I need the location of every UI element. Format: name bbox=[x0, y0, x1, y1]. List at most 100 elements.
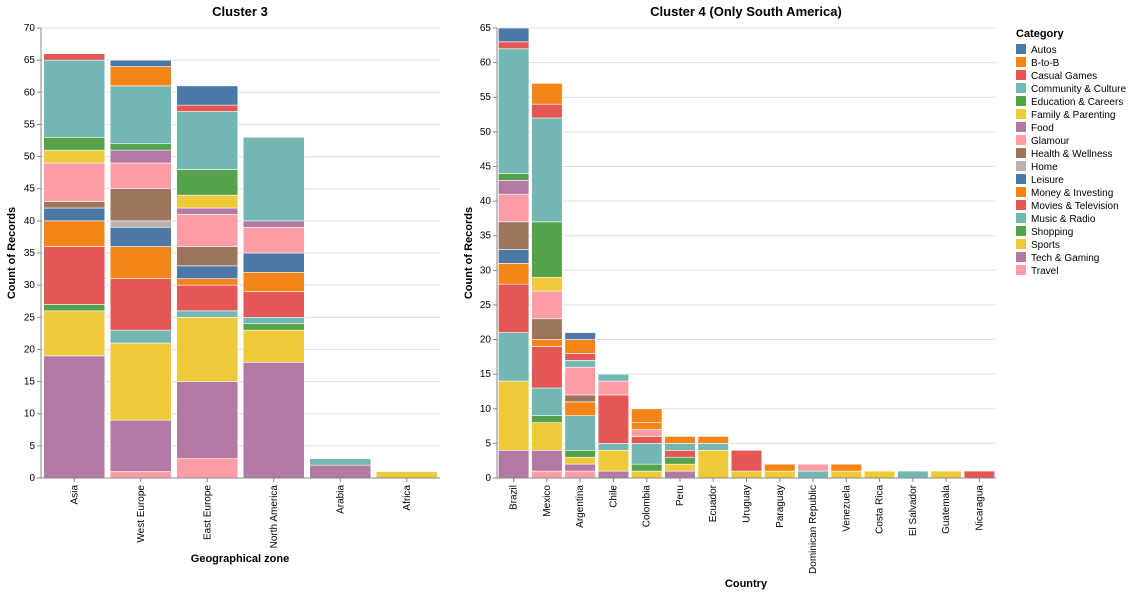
legend-item[interactable]: Food bbox=[1016, 122, 1054, 134]
bar-segment[interactable]: East Europe / Autos: 3 bbox=[176, 85, 239, 106]
bar-segment[interactable]: Mexico / B-to-B: 3 bbox=[531, 83, 563, 105]
bar-segment[interactable]: North America / Music & Radio: 1 bbox=[242, 316, 305, 325]
bar-segment[interactable]: Colombia / Movies & Television: 1 bbox=[631, 436, 663, 444]
legend-item[interactable]: Travel bbox=[1016, 265, 1058, 277]
bar-segment[interactable]: Argentina / B-to-B: 2 bbox=[564, 339, 596, 354]
bar-segment[interactable]: Mexico / Music & Radio: 4 bbox=[531, 387, 563, 416]
bar-segment[interactable]: West Europe / Food: 2 bbox=[109, 149, 172, 164]
bar-segment[interactable]: Colombia / B-to-B: 1 bbox=[631, 422, 663, 430]
bar-segment[interactable]: Mexico / Community & Culture: 15 bbox=[531, 117, 563, 223]
bar-segment[interactable]: Mexico / Shopping: 1 bbox=[531, 415, 563, 423]
bar-segment[interactable]: West Europe / B-to-B: 3 bbox=[109, 66, 172, 87]
bar-segment[interactable]: El Salvador / Music & Radio: 1 bbox=[897, 470, 929, 479]
bar-segment[interactable]: North America / Sports: 5 bbox=[242, 329, 305, 363]
bar-segment[interactable]: North America / Leisure: 3 bbox=[242, 252, 305, 273]
bar-segment[interactable]: Mexico / Money & Investing: 1 bbox=[531, 339, 563, 347]
bar-segment[interactable]: Paraguay / Sports: 1 bbox=[764, 470, 796, 479]
bar-segment[interactable]: West Europe / Leisure: 3 bbox=[109, 226, 172, 247]
bar-segment[interactable]: Asia / Casual Games: 1 bbox=[43, 53, 106, 61]
legend-item[interactable]: Sports bbox=[1016, 239, 1060, 251]
bar-segment[interactable]: Colombia / Music & Radio: 3 bbox=[631, 443, 663, 465]
bar-segment[interactable]: Argentina / Shopping: 1 bbox=[564, 450, 596, 458]
bar-segment[interactable]: Peru / Shopping: 1 bbox=[664, 456, 696, 465]
bar-segment[interactable]: Mexico / Glamour: 4 bbox=[531, 290, 563, 320]
bar-segment[interactable]: Brazil / Movies & Television: 7 bbox=[498, 283, 530, 333]
bar-segment[interactable]: East Europe / Family & Parenting: 2 bbox=[176, 194, 239, 209]
bar-segment[interactable]: Peru / Tech & Gaming: 1 bbox=[664, 470, 696, 479]
bar-segment[interactable]: Guatemala / Sports: 1 bbox=[930, 470, 962, 479]
bar-segment[interactable]: Chile / Movies & Television: 7 bbox=[597, 394, 630, 444]
legend-item[interactable]: Health & Wellness bbox=[1016, 148, 1113, 160]
bar-segment[interactable]: Uruguay / Casual Games: 3 bbox=[730, 450, 763, 472]
bar-segment[interactable]: Chile / Sports: 3 bbox=[597, 450, 630, 472]
bar-segment[interactable]: Asia / Money & Investing: 4 bbox=[43, 220, 106, 247]
bar-segment[interactable]: Mexico / Family & Parenting: 2 bbox=[531, 276, 563, 292]
legend-item[interactable]: Autos bbox=[1016, 44, 1057, 56]
bar-segment[interactable]: Argentina / Health & Wellness: 1 bbox=[564, 394, 596, 403]
bar-segment[interactable]: Colombia / Sports: 1 bbox=[631, 470, 663, 479]
bar-segment[interactable]: Chile / Tech & Gaming: 1 bbox=[597, 470, 630, 479]
bar-segment[interactable]: East Europe / Music & Radio: 1 bbox=[176, 310, 239, 318]
bar-segment[interactable]: Brazil / Sports: 10 bbox=[498, 380, 530, 451]
bar-segment[interactable]: Peru / B-to-B: 1 bbox=[664, 436, 696, 444]
bar-segment[interactable]: West Europe / Tech & Gaming: 8 bbox=[109, 419, 172, 472]
bar-segment[interactable]: Mexico / Sports: 4 bbox=[531, 422, 563, 451]
bar-segment[interactable]: Mexico / Movies & Television: 6 bbox=[531, 346, 563, 389]
bar-segment[interactable]: Asia / Health & Wellness: 1 bbox=[43, 201, 106, 209]
bar-segment[interactable]: Asia / Tech & Gaming: 19 bbox=[43, 355, 106, 479]
bar-segment[interactable]: Venezuela / B-to-B: 1 bbox=[830, 463, 862, 472]
bar-segment[interactable]: East Europe / Community & Culture: 9 bbox=[176, 111, 239, 170]
bar-segment[interactable]: Venezuela / Sports: 1 bbox=[830, 470, 862, 479]
bar-segment[interactable]: Argentina / Tech & Gaming: 1 bbox=[564, 463, 596, 472]
bar-segment[interactable]: West Europe / Autos: 1 bbox=[109, 59, 172, 67]
legend-item[interactable]: Family & Parenting bbox=[1016, 109, 1115, 121]
bar-segment[interactable]: Ecuador / B-to-B: 1 bbox=[697, 436, 729, 444]
bar-segment[interactable]: North America / Community & Culture: 13 bbox=[242, 136, 305, 222]
bar-segment[interactable]: Arabia / Tech & Gaming: 2 bbox=[309, 464, 372, 479]
bar-segment[interactable]: West Europe / Education & Careers: 1 bbox=[109, 143, 172, 151]
bar-segment[interactable]: Colombia / Money & Investing: 2 bbox=[631, 408, 663, 423]
bar-segment[interactable]: West Europe / Home: 1 bbox=[109, 220, 172, 228]
bar-segment[interactable]: North America / Shopping: 1 bbox=[242, 323, 305, 331]
bar-segment[interactable]: Ecuador / Music & Radio: 1 bbox=[697, 443, 729, 451]
bar-segment[interactable]: Argentina / Community & Culture: 1 bbox=[564, 360, 596, 368]
bar-segment[interactable]: Brazil / Education & Careers: 1 bbox=[498, 173, 530, 181]
bar-segment[interactable]: Argentina / Casual Games: 1 bbox=[564, 353, 596, 361]
legend-item[interactable]: B-to-B bbox=[1016, 57, 1060, 69]
bar-segment[interactable]: Africa / Sports: 1 bbox=[375, 471, 438, 479]
bar-segment[interactable]: Brazil / Community & Culture: 18 bbox=[498, 48, 530, 174]
bar-segment[interactable]: East Europe / Travel: 3 bbox=[176, 458, 239, 479]
bar-segment[interactable]: Colombia / Glamour: 1 bbox=[631, 429, 663, 437]
legend-item[interactable]: Money & Investing bbox=[1016, 187, 1113, 199]
legend-item[interactable]: Music & Radio bbox=[1016, 213, 1096, 225]
legend-item[interactable]: Leisure bbox=[1016, 174, 1064, 186]
bar-segment[interactable]: West Europe / Movies & Television: 8 bbox=[109, 278, 172, 331]
bar-segment[interactable]: East Europe / Food: 1 bbox=[176, 207, 239, 215]
bar-segment[interactable]: Peru / Sports: 1 bbox=[664, 463, 696, 472]
bar-segment[interactable]: Dominican Republic / Glamour: 1 bbox=[797, 463, 829, 472]
legend-item[interactable]: Community & Culture bbox=[1016, 83, 1126, 95]
bar-segment[interactable]: Brazil / Food: 2 bbox=[498, 180, 530, 195]
bar-segment[interactable]: Mexico / Travel: 1 bbox=[531, 470, 563, 479]
bar-segment[interactable]: West Europe / Health & Wellness: 5 bbox=[109, 188, 172, 222]
bar-segment[interactable]: East Europe / Tech & Gaming: 12 bbox=[176, 381, 239, 460]
bar-segment[interactable]: East Europe / Sports: 10 bbox=[176, 316, 239, 382]
bar-segment[interactable]: Mexico / Education & Careers: 8 bbox=[531, 221, 563, 278]
legend-item[interactable]: Movies & Television bbox=[1016, 200, 1119, 212]
bar-segment[interactable]: East Europe / Health & Wellness: 3 bbox=[176, 246, 239, 267]
bar-segment[interactable]: West Europe / Money & Investing: 5 bbox=[109, 246, 172, 280]
bar-segment[interactable]: Colombia / Shopping: 1 bbox=[631, 463, 663, 472]
bar-segment[interactable]: Brazil / Leisure: 2 bbox=[498, 249, 530, 264]
legend-item[interactable]: Home bbox=[1016, 161, 1058, 173]
bar-segment[interactable]: Brazil / Money & Investing: 3 bbox=[498, 263, 530, 285]
bar-segment[interactable]: East Europe / Casual Games: 1 bbox=[176, 104, 239, 112]
legend-item[interactable]: Casual Games bbox=[1016, 70, 1097, 82]
bar-segment[interactable]: North America / Money & Investing: 3 bbox=[242, 271, 305, 292]
bar-segment[interactable]: West Europe / Music & Radio: 2 bbox=[109, 329, 172, 344]
bar-segment[interactable]: Chile / Music & Radio: 1 bbox=[597, 443, 630, 451]
bar-segment[interactable]: Argentina / Autos: 1 bbox=[564, 332, 596, 340]
bar-segment[interactable]: West Europe / Travel: 1 bbox=[109, 471, 172, 479]
bar-segment[interactable]: Brazil / Music & Radio: 7 bbox=[498, 332, 530, 382]
bar-segment[interactable]: Arabia / Music & Radio: 1 bbox=[309, 458, 372, 466]
bar-segment[interactable]: Argentina / Music & Radio: 5 bbox=[564, 415, 596, 451]
